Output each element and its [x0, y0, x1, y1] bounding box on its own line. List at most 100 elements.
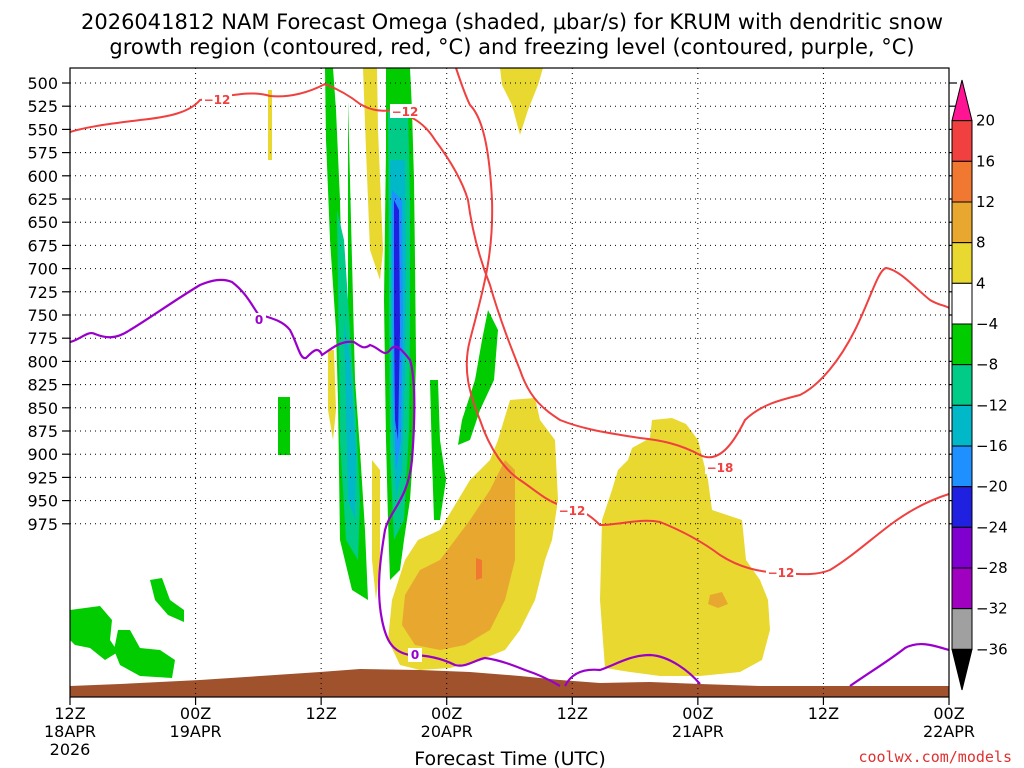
- time-date-label: 21APR: [672, 722, 724, 741]
- omega-positive-region: [363, 68, 383, 280]
- omega-negative-region: [394, 200, 400, 440]
- dgz-label: −12: [559, 504, 586, 518]
- dgz-label: −12: [392, 105, 419, 119]
- colorbar-label: 12: [976, 193, 995, 211]
- time-date-label: 18APR: [44, 722, 96, 741]
- pressure-axis: 500 525 550 575 600 625 650 675 700 725 750 775 800 8…: [27, 74, 957, 534]
- time-date-label: 20APR: [421, 722, 473, 741]
- time-date-label: 19APR: [170, 722, 222, 741]
- omega-positive-region: [500, 68, 543, 135]
- colorbar-label: −36: [976, 640, 1008, 658]
- colorbar-swatch: [951, 445, 973, 488]
- omega-colorbar: 20 16 12 8 4 −4 −8 −12 −16 −20 −24 −28 −32 −36: [951, 79, 1008, 691]
- dgz-label: −12: [768, 566, 795, 580]
- time-tick-label: 00Z: [180, 704, 211, 723]
- pressure-tick-label: 900: [27, 445, 58, 464]
- colorbar-label: 8: [976, 234, 986, 252]
- plot-area: −12 −12 0 −18 −12 −12 0: [69, 67, 950, 698]
- colorbar-label: −8: [976, 356, 998, 374]
- omega-positive-region: [708, 592, 728, 608]
- time-tick-label: 12Z: [808, 704, 839, 723]
- pressure-tick-label: 800: [27, 352, 58, 371]
- colorbar-swatch: [951, 323, 973, 366]
- colorbar-swatch: [951, 567, 973, 610]
- omega-negative-region: [344, 320, 356, 520]
- pressure-tick-label: 875: [27, 422, 58, 441]
- omega-negative-region: [430, 380, 446, 520]
- colorbar-swatch: [951, 526, 973, 569]
- x-axis-label: Forecast Time (UTC): [414, 748, 605, 768]
- terrain-fill: [70, 669, 949, 697]
- pressure-tick-label: 625: [27, 190, 58, 209]
- pressure-tick-label: 775: [27, 329, 58, 348]
- pressure-tick-label: 600: [27, 167, 58, 186]
- freezing-contour-0-right: [564, 653, 701, 687]
- omega-negative-region: [458, 310, 498, 445]
- omega-shading: [70, 68, 770, 678]
- time-tick-label: 00Z: [431, 704, 462, 723]
- pressure-tick-label: 850: [27, 399, 58, 418]
- pressure-tick-label: 525: [27, 97, 58, 116]
- colorbar-label: −28: [976, 559, 1008, 577]
- colorbar-swatch: [951, 120, 973, 162]
- dgz-label: −18: [707, 461, 734, 475]
- colorbar-swatch: [951, 282, 973, 325]
- freezing-level-contours: [69, 278, 950, 687]
- dgz-contour-minus12-upper: [69, 82, 950, 459]
- colorbar-swatch: [951, 242, 973, 284]
- omega-positive-region: [268, 90, 272, 160]
- pressure-tick-label: 950: [27, 492, 58, 511]
- pressure-tick-label: 975: [27, 515, 58, 534]
- colorbar-swatch: [951, 160, 973, 203]
- pressure-tick-label: 750: [27, 306, 58, 325]
- time-year-label: 2026: [50, 740, 91, 759]
- freezing-contour-0: [69, 278, 561, 687]
- freezing-label: 0: [411, 648, 419, 662]
- dgz-label: −12: [204, 93, 231, 107]
- chart-title-line1: 2026041812 NAM Forecast Omega (shaded, μ…: [81, 10, 943, 34]
- colorbar-label: −4: [976, 315, 998, 333]
- pressure-tick-label: 825: [27, 376, 58, 395]
- colorbar-swatch: [951, 486, 973, 528]
- omega-positive-region: [476, 558, 482, 580]
- colorbar-swatch: [951, 648, 973, 691]
- colorbar-label: −12: [976, 396, 1008, 414]
- colorbar-label: 20: [976, 112, 995, 130]
- pressure-tick-label: 925: [27, 468, 58, 487]
- pressure-tick-label: 550: [27, 120, 58, 139]
- colorbar-label: −16: [976, 437, 1008, 455]
- credit-text: coolwx.com/models: [858, 748, 1012, 766]
- colorbar-label: −20: [976, 478, 1008, 496]
- colorbar-label: −32: [976, 600, 1008, 618]
- pressure-tick-label: 675: [27, 236, 58, 255]
- plot-frame: [69, 67, 950, 698]
- chart-title-line2: growth region (contoured, red, °C) and f…: [109, 35, 914, 59]
- omega-negative-region: [278, 397, 290, 455]
- omega-negative-region: [70, 606, 118, 660]
- omega-positive-region: [328, 350, 336, 440]
- time-tick-label: 00Z: [933, 704, 964, 723]
- colorbar-label: −24: [976, 518, 1008, 536]
- omega-positive-region: [402, 460, 515, 650]
- freezing-contour-0-far: [849, 642, 950, 687]
- freezing-label: 0: [255, 313, 263, 327]
- omega-positive-region: [372, 460, 380, 600]
- time-tick-label: 12Z: [54, 704, 85, 723]
- pressure-tick-label: 700: [27, 260, 58, 279]
- colorbar-swatch: [951, 404, 973, 447]
- time-date-label: 22APR: [923, 722, 975, 741]
- time-tick-label: 00Z: [682, 704, 713, 723]
- pressure-tick-label: 725: [27, 283, 58, 302]
- pressure-tick-label: 650: [27, 213, 58, 232]
- colorbar-swatch: [951, 364, 973, 406]
- colorbar-swatch: [951, 79, 973, 122]
- pressure-tick-label: 575: [27, 144, 58, 163]
- colorbar-label: 16: [976, 152, 995, 170]
- contour-labels: −12 −12 0 −18 −12 −12 0: [202, 92, 796, 662]
- colorbar-swatch: [951, 608, 973, 650]
- omega-negative-region: [150, 578, 184, 622]
- time-tick-label: 12Z: [557, 704, 588, 723]
- omega-negative-region: [114, 630, 175, 678]
